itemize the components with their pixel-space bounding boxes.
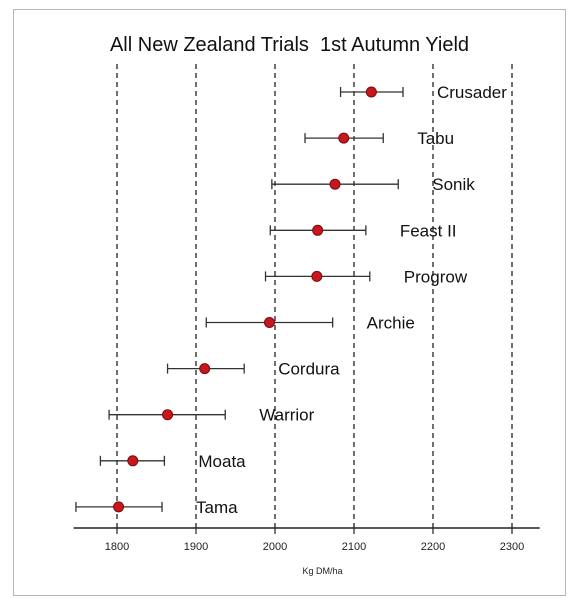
point-cordura [199,363,211,375]
point-label-progrow: Progrow [404,267,468,286]
point-label-archie: Archie [367,314,415,333]
point-progrow [311,270,323,282]
point-label-crusader: Crusader [437,83,507,102]
x-axis-label: Kg DM/ha [302,566,342,576]
point-tama [113,501,125,513]
x-tick-label-2300: 2300 [500,541,524,553]
point-warrior [162,409,174,421]
point-sonik [329,178,341,190]
point-archie [263,317,275,328]
point-label-sonik: Sonik [432,175,475,194]
point-feast-ii [312,224,324,236]
point-label-warrior: Warrior [259,406,314,425]
point-label-moata: Moata [198,452,246,471]
x-tick-label-2000: 2000 [263,541,287,553]
point-label-tama: Tama [196,498,238,517]
point-tabu [338,132,350,144]
chart-title: All New Zealand Trials 1st Autumn Yield [109,34,470,56]
point-label-tabu: Tabu [417,129,454,148]
x-tick-label-2100: 2100 [342,541,366,553]
point-moata [127,455,139,467]
x-tick-label-2200: 2200 [421,541,445,553]
point-label-feast-ii: Feast II [400,221,457,240]
point-label-cordura: Cordura [278,360,340,379]
x-tick-label-1900: 1900 [184,541,208,553]
point-crusader [365,86,377,98]
x-tick-label-1800: 1800 [105,541,129,553]
chart-frame [13,9,566,596]
